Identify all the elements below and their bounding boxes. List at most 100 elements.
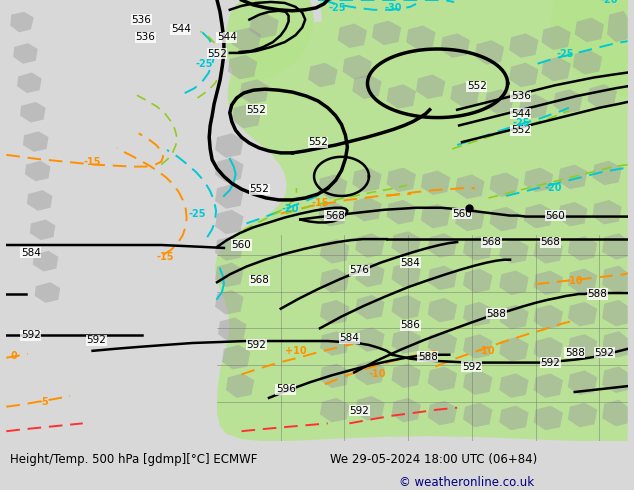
Text: 576: 576 [349, 266, 369, 275]
Text: 552: 552 [207, 49, 227, 59]
Polygon shape [541, 25, 571, 50]
Polygon shape [355, 295, 385, 319]
Polygon shape [455, 207, 484, 231]
Polygon shape [355, 361, 385, 385]
Polygon shape [463, 236, 493, 261]
Polygon shape [228, 55, 257, 79]
Text: 544: 544 [511, 109, 531, 119]
Text: -10: -10 [368, 369, 385, 379]
Polygon shape [568, 403, 597, 427]
Polygon shape [353, 74, 382, 99]
Polygon shape [33, 251, 58, 271]
Polygon shape [534, 373, 563, 398]
Polygon shape [519, 94, 548, 119]
Polygon shape [602, 400, 628, 426]
Polygon shape [428, 367, 457, 391]
Polygon shape [592, 200, 622, 224]
Text: 560: 560 [452, 209, 472, 219]
Text: 560: 560 [231, 240, 252, 250]
Text: 552: 552 [246, 105, 266, 115]
Text: 584: 584 [339, 333, 359, 343]
Polygon shape [534, 305, 563, 329]
Text: -20: -20 [545, 183, 562, 193]
Polygon shape [215, 263, 243, 287]
Polygon shape [30, 220, 55, 240]
Polygon shape [387, 84, 416, 109]
Polygon shape [568, 302, 597, 326]
Text: 552: 552 [308, 137, 328, 147]
Polygon shape [441, 33, 470, 58]
Polygon shape [27, 190, 53, 211]
Text: 596: 596 [276, 384, 295, 394]
Text: 592: 592 [594, 348, 614, 358]
Polygon shape [406, 25, 436, 50]
Polygon shape [489, 207, 519, 231]
Polygon shape [320, 269, 349, 293]
Polygon shape [17, 73, 42, 93]
Polygon shape [372, 21, 401, 45]
Polygon shape [215, 158, 243, 182]
Polygon shape [391, 329, 421, 354]
Text: -25: -25 [189, 209, 206, 219]
Polygon shape [421, 171, 450, 195]
Polygon shape [215, 0, 628, 441]
Polygon shape [568, 236, 597, 261]
Polygon shape [500, 305, 529, 329]
Text: 560: 560 [545, 211, 565, 220]
Polygon shape [588, 84, 617, 109]
Polygon shape [337, 24, 367, 48]
Polygon shape [20, 102, 46, 122]
Polygon shape [342, 55, 372, 79]
Polygon shape [489, 172, 519, 197]
Polygon shape [320, 364, 349, 388]
Polygon shape [463, 403, 493, 427]
Text: 592: 592 [462, 362, 482, 371]
Polygon shape [463, 370, 493, 395]
Text: We 29-05-2024 18:00 UTC (06+84): We 29-05-2024 18:00 UTC (06+84) [330, 453, 537, 466]
Polygon shape [232, 104, 261, 128]
Text: 588: 588 [587, 289, 607, 299]
Polygon shape [500, 337, 529, 362]
Polygon shape [463, 269, 493, 293]
Polygon shape [240, 79, 269, 104]
Polygon shape [602, 266, 628, 293]
Polygon shape [320, 398, 349, 422]
Text: 568: 568 [481, 237, 501, 247]
Text: 588: 588 [486, 309, 507, 318]
Polygon shape [222, 345, 250, 369]
Text: 536: 536 [132, 15, 152, 24]
Polygon shape [463, 334, 493, 359]
Text: 552: 552 [511, 125, 531, 135]
Text: 544: 544 [217, 32, 236, 42]
Polygon shape [428, 401, 457, 425]
Polygon shape [391, 231, 421, 256]
Polygon shape [421, 204, 450, 228]
Text: -10: -10 [566, 276, 583, 286]
Polygon shape [428, 266, 457, 290]
Polygon shape [249, 14, 279, 38]
Polygon shape [35, 282, 60, 303]
Text: -20: -20 [281, 204, 299, 214]
Polygon shape [308, 63, 337, 87]
Text: 552: 552 [467, 81, 487, 91]
Polygon shape [602, 300, 628, 326]
Text: 584: 584 [21, 248, 41, 258]
Polygon shape [215, 133, 243, 158]
Polygon shape [215, 236, 243, 261]
Polygon shape [218, 318, 247, 342]
Polygon shape [226, 373, 254, 398]
Polygon shape [355, 396, 385, 420]
Polygon shape [13, 43, 37, 64]
Polygon shape [355, 233, 385, 258]
Polygon shape [23, 131, 48, 152]
Polygon shape [387, 168, 416, 192]
Polygon shape [541, 57, 571, 81]
Text: Height/Temp. 500 hPa [gdmp][°C] ECMWF: Height/Temp. 500 hPa [gdmp][°C] ECMWF [10, 453, 257, 466]
Text: 592: 592 [21, 330, 41, 340]
Text: -15: -15 [84, 157, 101, 167]
Polygon shape [416, 74, 445, 99]
Polygon shape [353, 168, 382, 192]
Polygon shape [500, 270, 529, 295]
Polygon shape [391, 263, 421, 287]
Polygon shape [592, 161, 622, 185]
